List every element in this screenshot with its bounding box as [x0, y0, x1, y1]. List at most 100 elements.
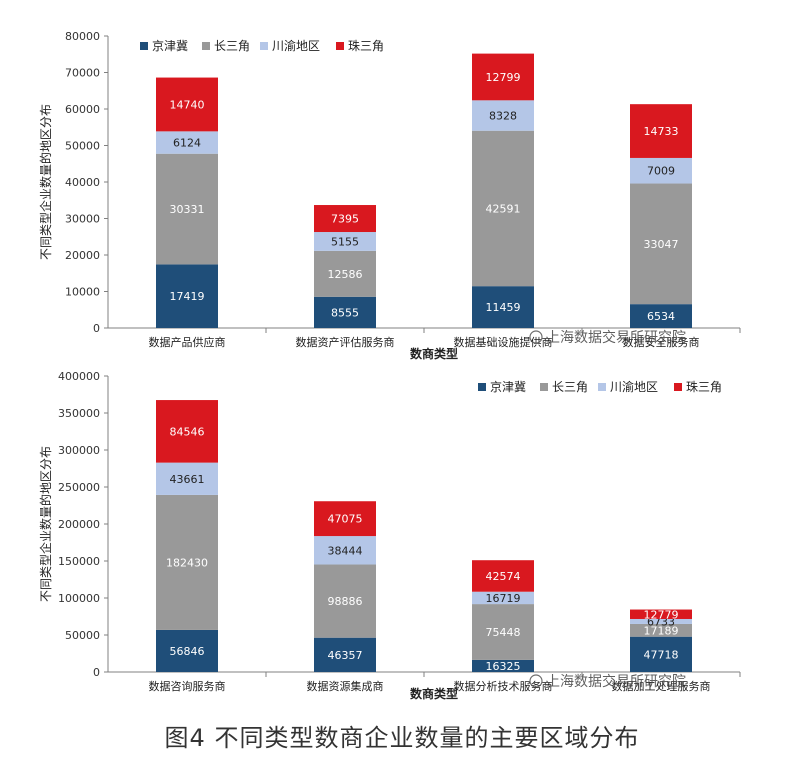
- legend-swatch: [674, 383, 682, 391]
- data-label: 5155: [331, 235, 359, 248]
- y-tick-label: 100000: [58, 592, 100, 605]
- bar-segment: [156, 400, 218, 463]
- bar-segment: [156, 462, 218, 495]
- data-label: 16325: [486, 660, 521, 673]
- x-axis-title: 数商类型: [410, 686, 458, 700]
- bar-segment: [472, 604, 534, 660]
- bar-segment: [630, 304, 692, 328]
- wechat-icon: [529, 330, 543, 344]
- data-label: 42574: [486, 570, 521, 583]
- bar-segment: [472, 591, 534, 605]
- bar-segment: [630, 636, 692, 672]
- bar-segment: [314, 250, 376, 297]
- y-tick-label: 250000: [58, 481, 100, 494]
- legend-swatch: [598, 383, 606, 391]
- bar-segment: [314, 296, 376, 328]
- bar-segment: [630, 183, 692, 305]
- legend-label: 珠三角: [686, 380, 722, 394]
- x-tick-label: 数据加工处理服务商: [612, 679, 711, 693]
- data-label: 8328: [489, 110, 517, 123]
- data-label: 42591: [486, 202, 521, 215]
- y-tick-label: 20000: [65, 249, 100, 262]
- bar-segment: [314, 564, 376, 638]
- data-label: 47075: [328, 513, 363, 526]
- data-label: 75448: [486, 626, 521, 639]
- watermark-text: 上海数据交易所研究院: [546, 329, 686, 346]
- data-label: 56846: [170, 645, 205, 658]
- bar-segment: [472, 286, 534, 328]
- legend-swatch: [540, 383, 548, 391]
- bar-segment: [314, 232, 376, 251]
- y-tick-label: 80000: [65, 30, 100, 43]
- bar-segment: [314, 637, 376, 672]
- wechat-icon: [529, 674, 543, 688]
- y-tick-label: 70000: [65, 67, 100, 80]
- bar-segment: [156, 131, 218, 154]
- y-axis-title: 不同类型企业数量的地区分布: [38, 446, 53, 602]
- data-label: 17189: [644, 624, 679, 637]
- data-label: 47718: [644, 648, 679, 661]
- x-tick-label: 数据产品供应商: [149, 335, 226, 349]
- y-tick-label: 350000: [58, 407, 100, 420]
- legend-label: 京津冀: [490, 380, 526, 394]
- data-label: 16719: [486, 592, 521, 605]
- legend-label: 京津冀: [152, 39, 188, 53]
- bar-segment: [472, 659, 534, 672]
- bar-segment: [472, 100, 534, 131]
- legend-swatch: [202, 42, 210, 50]
- x-axis-title: 数商类型: [410, 346, 458, 361]
- data-label: 33047: [644, 238, 679, 251]
- bar-segment: [156, 153, 218, 265]
- data-label: 12799: [486, 71, 521, 84]
- data-label: 38444: [328, 544, 363, 557]
- data-label: 43661: [170, 473, 205, 486]
- x-tick-label: 数据分析技术服务商: [454, 679, 553, 693]
- data-label: 14740: [170, 98, 205, 111]
- bar-segment: [156, 264, 218, 328]
- x-tick-label: 数据基础设施提供商: [454, 335, 553, 349]
- bottom-stacked-bar-chart: 0 50000 100000 150000 200000 250000 300000 3500…: [0, 365, 804, 701]
- bar-segment: [156, 77, 218, 132]
- bar-segment: [314, 536, 376, 565]
- bar-segment: [472, 53, 534, 101]
- legend-swatch: [478, 383, 486, 391]
- bar-segment: [472, 130, 534, 287]
- y-tick-label: 150000: [58, 555, 100, 568]
- legend-swatch: [260, 42, 268, 50]
- data-label: 14733: [644, 125, 679, 138]
- x-tick-label: 数据资产评估服务商: [296, 335, 395, 349]
- y-tick-label: 400000: [58, 370, 100, 383]
- top-stacked-bar-chart: 0 10000 20000 30000 40000 50000 60000 70000 8000…: [0, 0, 804, 365]
- data-label: 7009: [647, 165, 675, 178]
- bar-segment: [156, 494, 218, 630]
- watermark-text: 上海数据交易所研究院: [546, 673, 686, 690]
- data-label: 7395: [331, 213, 359, 226]
- legend-swatch: [140, 42, 148, 50]
- figure-caption: 图4 不同类型数商企业数量的主要区域分布: [164, 724, 640, 752]
- data-label: 6534: [647, 310, 675, 323]
- legend-label: 珠三角: [348, 39, 384, 53]
- y-tick-label: 50000: [65, 629, 100, 642]
- data-label: 12586: [328, 268, 363, 281]
- y-tick-label: 30000: [65, 213, 100, 226]
- watermark: 上海数据交易所研究院: [529, 329, 686, 346]
- legend-label: 川渝地区: [272, 38, 320, 53]
- legend-label: 长三角: [214, 39, 250, 53]
- data-label: 182430: [166, 556, 208, 569]
- bar-segment: [472, 560, 534, 592]
- chart-svg: 0 50000 100000 150000 200000 250000 300000 3500…: [38, 370, 741, 701]
- x-tick-label: 数据资源集成商: [307, 679, 384, 693]
- y-tick-label: 40000: [65, 176, 100, 189]
- bar-segment: [630, 623, 692, 637]
- x-tick-label: 数据安全服务商: [623, 335, 700, 349]
- bar-segment: [630, 157, 692, 184]
- data-label: 11459: [486, 301, 521, 314]
- data-label: 12779: [644, 608, 679, 621]
- chart-svg: 0 10000 20000 30000 40000 50000 60000 70000 8000…: [38, 30, 741, 361]
- data-label: 6124: [173, 137, 201, 150]
- bar-segment: [314, 205, 376, 233]
- bar-segment: [314, 501, 376, 537]
- y-tick-label: 0: [93, 322, 100, 335]
- data-label: 30331: [170, 203, 205, 216]
- watermark: 上海数据交易所研究院: [529, 673, 686, 690]
